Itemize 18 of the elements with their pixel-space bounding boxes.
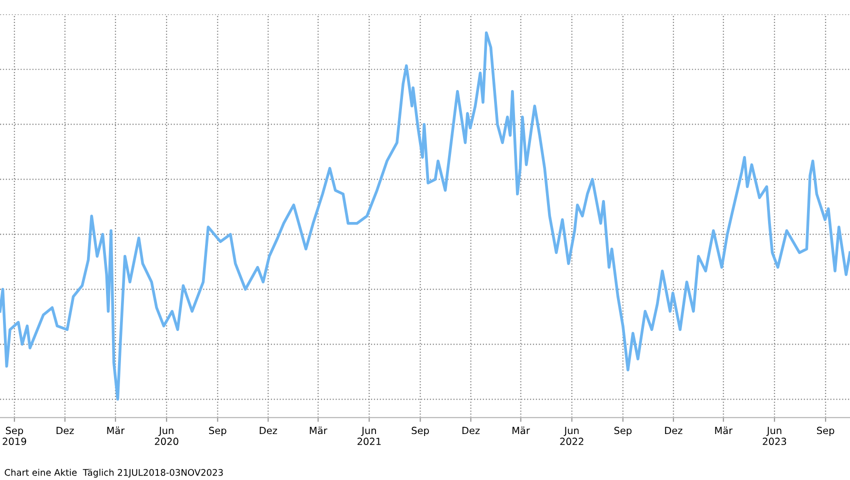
x-tick-label: Dez xyxy=(56,426,74,434)
x-tick-label: Dez xyxy=(260,426,278,434)
x-tick-label: Jun 2022 xyxy=(560,426,584,446)
x-tick-label: Mär xyxy=(107,426,125,434)
x-tick-label: Dez xyxy=(665,426,682,434)
x-tick-label: Mär xyxy=(512,426,530,434)
x-tick-label: Sep 2019 xyxy=(2,426,26,446)
x-tick-label: Sep xyxy=(209,426,226,436)
x-tick-label: Mär xyxy=(715,426,733,434)
x-tick-label: Mär xyxy=(310,426,328,434)
x-tick-label: Jun 2020 xyxy=(154,426,178,446)
x-tick-label: Jun 2021 xyxy=(358,426,381,446)
x-tick-label: Sep xyxy=(614,426,632,436)
x-tick-label: Sep xyxy=(412,426,429,436)
x-tick-label: Dez xyxy=(462,426,480,434)
x-tick-label: Jun 2023 xyxy=(762,426,786,446)
text: Chart eine Aktie Täglich 21JUL2018-03NOV2023 xyxy=(4,468,223,478)
x-tick-label: Sep xyxy=(817,426,834,436)
